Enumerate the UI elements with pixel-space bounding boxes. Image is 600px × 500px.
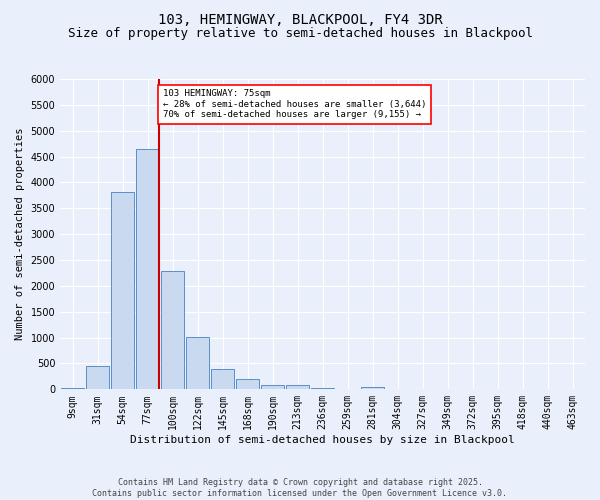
Text: 103 HEMINGWAY: 75sqm
← 28% of semi-detached houses are smaller (3,644)
70% of se: 103 HEMINGWAY: 75sqm ← 28% of semi-detac…: [163, 90, 426, 119]
Bar: [161, 272, 184, 390]
Bar: [187, 336, 209, 390]
Y-axis label: Number of semi-detached properties: Number of semi-detached properties: [15, 128, 25, 340]
Bar: [361, 386, 384, 390]
Bar: [286, 385, 309, 390]
Bar: [311, 388, 334, 390]
Bar: [211, 368, 234, 390]
X-axis label: Distribution of semi-detached houses by size in Blackpool: Distribution of semi-detached houses by …: [130, 435, 515, 445]
Bar: [236, 379, 259, 390]
Text: Contains HM Land Registry data © Crown copyright and database right 2025.
Contai: Contains HM Land Registry data © Crown c…: [92, 478, 508, 498]
Bar: [86, 366, 109, 390]
Bar: [136, 149, 159, 390]
Bar: [262, 384, 284, 390]
Text: Size of property relative to semi-detached houses in Blackpool: Size of property relative to semi-detach…: [67, 28, 533, 40]
Text: 103, HEMINGWAY, BLACKPOOL, FY4 3DR: 103, HEMINGWAY, BLACKPOOL, FY4 3DR: [158, 12, 442, 26]
Bar: [337, 389, 359, 390]
Bar: [112, 192, 134, 390]
Bar: [61, 388, 84, 390]
